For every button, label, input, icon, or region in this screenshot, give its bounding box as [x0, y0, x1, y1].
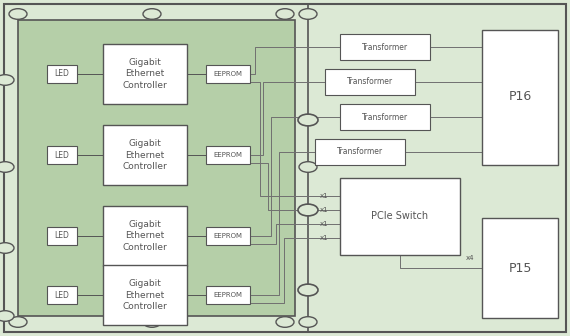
Text: x4: x4 — [466, 255, 474, 261]
Text: x1: x1 — [319, 207, 328, 213]
Circle shape — [0, 162, 14, 172]
Bar — [103, 265, 187, 325]
Circle shape — [143, 317, 161, 327]
Bar — [325, 69, 415, 95]
Text: PCIe Switch: PCIe Switch — [372, 211, 429, 221]
Bar — [206, 146, 250, 164]
Text: P15: P15 — [508, 261, 532, 275]
Bar — [103, 44, 187, 104]
Circle shape — [0, 243, 14, 253]
Bar — [206, 227, 250, 245]
Circle shape — [143, 9, 161, 19]
Bar — [18, 20, 295, 316]
Bar — [47, 146, 77, 164]
Text: LED: LED — [55, 291, 70, 299]
Bar — [315, 139, 405, 165]
Text: Gigabit
Ethernet
Controller: Gigabit Ethernet Controller — [123, 58, 168, 90]
Circle shape — [9, 9, 27, 19]
Text: Gigabit
Ethernet
Controller: Gigabit Ethernet Controller — [123, 139, 168, 171]
Bar — [47, 286, 77, 304]
Circle shape — [276, 9, 294, 19]
Text: LED: LED — [55, 70, 70, 79]
Text: x1: x1 — [319, 235, 328, 241]
Circle shape — [299, 162, 317, 172]
Circle shape — [299, 9, 317, 19]
Bar — [482, 218, 558, 318]
Text: EEPROM: EEPROM — [214, 233, 242, 239]
Bar — [340, 34, 430, 60]
Bar — [482, 30, 558, 165]
Text: x1: x1 — [319, 193, 328, 199]
Text: LED: LED — [55, 232, 70, 241]
Circle shape — [0, 75, 14, 85]
Bar — [340, 178, 460, 255]
Text: Transformer: Transformer — [362, 42, 408, 51]
Text: LED: LED — [55, 151, 70, 160]
Text: P16: P16 — [508, 90, 532, 103]
Circle shape — [299, 317, 317, 327]
Circle shape — [9, 317, 27, 327]
Bar — [340, 104, 430, 130]
Bar — [47, 227, 77, 245]
Text: EEPROM: EEPROM — [214, 71, 242, 77]
Text: EEPROM: EEPROM — [214, 152, 242, 158]
Circle shape — [0, 311, 14, 321]
Text: x1: x1 — [319, 221, 328, 227]
Text: Transformer: Transformer — [347, 78, 393, 86]
Circle shape — [276, 317, 294, 327]
Text: Transformer: Transformer — [362, 113, 408, 122]
Bar — [103, 125, 187, 185]
Circle shape — [298, 204, 318, 216]
Text: Gigabit
Ethernet
Controller: Gigabit Ethernet Controller — [123, 279, 168, 311]
Text: Transformer: Transformer — [337, 148, 383, 157]
Circle shape — [298, 284, 318, 296]
Text: EEPROM: EEPROM — [214, 292, 242, 298]
Bar — [206, 65, 250, 83]
Text: Gigabit
Ethernet
Controller: Gigabit Ethernet Controller — [123, 220, 168, 252]
Bar — [206, 286, 250, 304]
Circle shape — [298, 114, 318, 126]
Bar — [103, 206, 187, 266]
Bar — [47, 65, 77, 83]
